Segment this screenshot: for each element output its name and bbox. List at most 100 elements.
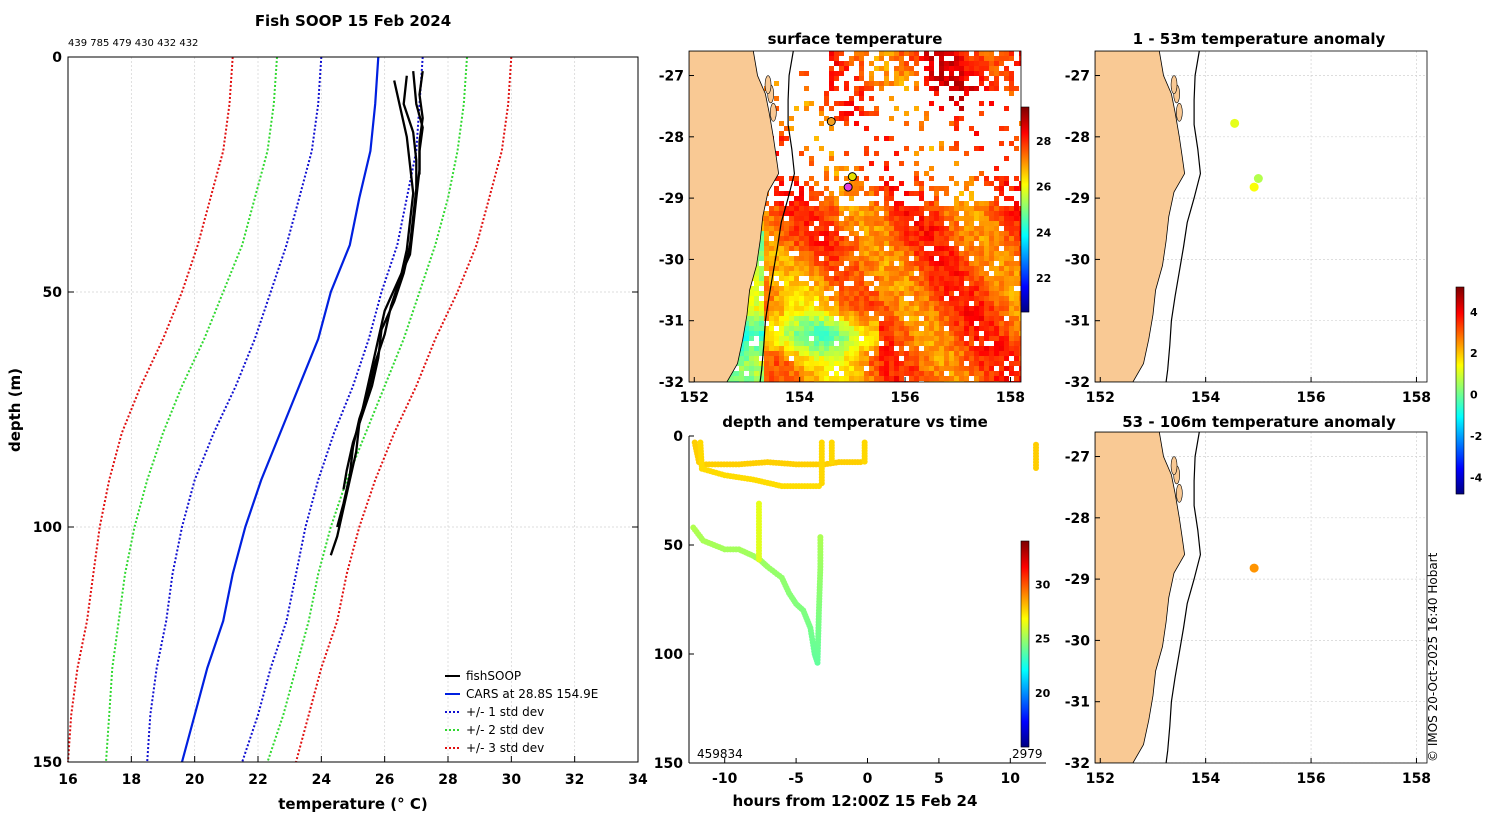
sst-pixel bbox=[879, 236, 884, 241]
sst-pixel bbox=[844, 311, 849, 316]
sst-pixel bbox=[754, 361, 759, 366]
sst-pixel bbox=[979, 111, 984, 116]
anomaly-colorbar-strip bbox=[1456, 342, 1464, 344]
anomaly-colorbar-strip bbox=[1456, 297, 1464, 299]
sst-pixel bbox=[869, 261, 874, 266]
sst-pixel bbox=[884, 191, 889, 196]
sst-pixel bbox=[999, 331, 1004, 336]
timeseries-colorbar-strip bbox=[1021, 718, 1029, 720]
sst-colorbar-strip bbox=[1021, 307, 1029, 309]
anomaly-colorbar-strip bbox=[1456, 465, 1464, 467]
sst-pixel bbox=[799, 221, 804, 226]
sst-pixel bbox=[784, 241, 789, 246]
sst-pixel bbox=[839, 346, 844, 351]
sst-colorbar-strip bbox=[1021, 122, 1029, 124]
sst-pixel bbox=[844, 371, 849, 376]
sst-pixel bbox=[924, 296, 929, 301]
timeseries-colorbar-label: 30 bbox=[1035, 578, 1051, 591]
sst-pixel bbox=[849, 311, 854, 316]
sst-pixel bbox=[839, 301, 844, 306]
sst-pixel bbox=[834, 201, 839, 206]
sst-pixel bbox=[1004, 326, 1009, 331]
sst-pixel bbox=[789, 211, 794, 216]
sst-pixel bbox=[1004, 276, 1009, 281]
sst-pixel bbox=[824, 226, 829, 231]
sst-pixel bbox=[984, 221, 989, 226]
sst-pixel bbox=[904, 211, 909, 216]
sst-pixel bbox=[874, 201, 879, 206]
sst-pixel bbox=[1004, 376, 1009, 381]
sst-pixel bbox=[829, 56, 834, 61]
anomaly-colorbar-strip bbox=[1456, 373, 1464, 375]
sst-pixel bbox=[874, 66, 879, 71]
sst-colorbar-strip bbox=[1021, 258, 1029, 260]
sst-pixel bbox=[799, 201, 804, 206]
sst-pixel bbox=[999, 371, 1004, 376]
sst-pixel bbox=[764, 351, 769, 356]
sst-pixel bbox=[779, 136, 784, 141]
timeseries-colorbar-strip bbox=[1021, 663, 1029, 665]
sst-pixel bbox=[934, 231, 939, 236]
sst-pixel bbox=[964, 211, 969, 216]
sst-pixel bbox=[859, 106, 864, 111]
sst-pixel bbox=[894, 256, 899, 261]
sst-colorbar-frame bbox=[1020, 106, 1030, 313]
sst-pixel bbox=[854, 351, 859, 356]
timeseries-y-tick-label: 0 bbox=[673, 429, 683, 445]
sst-pixel bbox=[859, 166, 864, 171]
sst-pixel bbox=[959, 331, 964, 336]
sst-pixel bbox=[764, 286, 769, 291]
sst-pixel bbox=[949, 251, 954, 256]
sst-pixel bbox=[859, 321, 864, 326]
sst-pixel bbox=[754, 291, 759, 296]
sst-pixel bbox=[949, 206, 954, 211]
sst-pixel bbox=[969, 206, 974, 211]
island bbox=[1176, 483, 1183, 503]
sst-pixel bbox=[974, 56, 979, 61]
timeseries-colorbar-strip bbox=[1021, 743, 1029, 745]
sst-pixel bbox=[749, 306, 754, 311]
sst-pixel bbox=[774, 191, 779, 196]
sst-pixel bbox=[944, 356, 949, 361]
sst-pixel bbox=[774, 231, 779, 236]
anomaly-colorbar-strip bbox=[1456, 484, 1464, 486]
anomaly-colorbar-strip bbox=[1456, 441, 1464, 443]
sst-pixel bbox=[969, 321, 974, 326]
sst-pixel bbox=[884, 196, 889, 201]
sst-pixel bbox=[859, 111, 864, 116]
sst-pixel bbox=[949, 236, 954, 241]
sst-pixel bbox=[989, 241, 994, 246]
sst-pixel bbox=[759, 341, 764, 346]
sst-pixel bbox=[764, 341, 769, 346]
sst-pixel bbox=[959, 56, 964, 61]
sst-colorbar-strip bbox=[1021, 248, 1029, 250]
sst-pixel bbox=[949, 66, 954, 71]
shelf-contour bbox=[1165, 51, 1202, 382]
sst-pixel bbox=[754, 381, 759, 382]
sst-pixel bbox=[854, 361, 859, 366]
sst-pixel bbox=[969, 336, 974, 341]
sst-pixel bbox=[879, 271, 884, 276]
anomaly-colorbar-strip bbox=[1456, 309, 1464, 311]
sst-pixel bbox=[994, 316, 999, 321]
sst-pixel bbox=[949, 61, 954, 66]
anomaly-point bbox=[1253, 173, 1263, 183]
sst-pixel bbox=[819, 296, 824, 301]
sst-pixel bbox=[1004, 56, 1009, 61]
sst-pixel bbox=[779, 331, 784, 336]
sst-pixel bbox=[804, 226, 809, 231]
sst-pixel bbox=[834, 381, 839, 382]
sst-pixel bbox=[784, 136, 789, 141]
sst-pixel bbox=[814, 246, 819, 251]
map-x-tick-label: 152 bbox=[680, 390, 709, 406]
sst-pixel bbox=[889, 286, 894, 291]
sst-pixel bbox=[1004, 256, 1009, 261]
sst-pixel bbox=[939, 66, 944, 71]
sst-pixel bbox=[974, 361, 979, 366]
sst-pixel bbox=[924, 376, 929, 381]
sst-pixel bbox=[819, 306, 824, 311]
sst-pixel bbox=[889, 361, 894, 366]
sst-pixel bbox=[944, 226, 949, 231]
sst-pixel bbox=[764, 216, 769, 221]
anomaly-colorbar-strip bbox=[1456, 459, 1464, 461]
